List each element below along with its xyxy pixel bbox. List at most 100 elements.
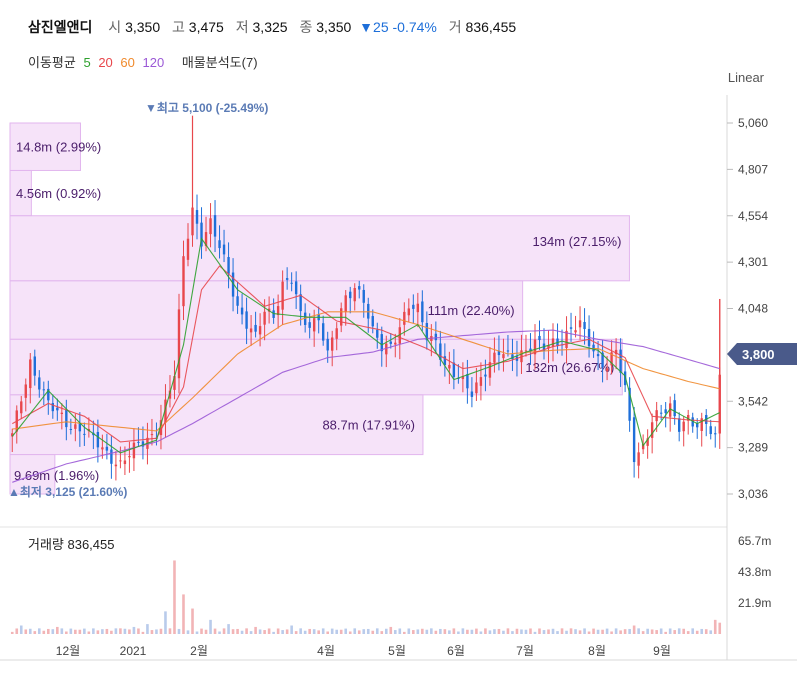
candle-body (691, 417, 694, 427)
candle-body (200, 222, 203, 247)
volume-bar (470, 629, 474, 634)
volume-bar (641, 631, 645, 634)
volume-bar (601, 629, 604, 634)
scale-mode-toggle[interactable]: Linear (727, 70, 764, 85)
volume-bar (182, 594, 185, 634)
candle-body (24, 384, 27, 398)
volume-bar (15, 628, 19, 634)
volume-bar (177, 628, 181, 634)
candle-body (173, 376, 176, 390)
volume-profile-label: 134m (27.15%) (533, 234, 622, 249)
volume-bar (632, 625, 636, 634)
candle-body (114, 464, 118, 467)
candle-body (105, 446, 109, 451)
volume-bar (227, 624, 230, 634)
candle-body (569, 327, 573, 329)
volume-bar (466, 629, 469, 634)
candle-body (448, 364, 451, 369)
volume-profile-label: 111m (22.40%) (428, 303, 515, 318)
candle-body (385, 343, 388, 355)
volume-bar (146, 624, 149, 634)
volume-bar (249, 631, 253, 634)
candle-body (218, 240, 221, 249)
candle-body (299, 294, 302, 312)
volume-bar (623, 629, 627, 634)
candle-body (407, 308, 411, 316)
volume-bar (704, 629, 708, 634)
volume-bar (42, 630, 46, 634)
x-tick-label: 6월 (447, 644, 465, 658)
volume-bar (587, 631, 591, 634)
volume-bar (344, 628, 348, 634)
candle-body (641, 443, 645, 450)
volume-bar (713, 619, 717, 634)
candle-body (285, 278, 289, 280)
candle-body (421, 301, 424, 323)
volume-bar (412, 630, 415, 634)
volume-bar (164, 611, 167, 634)
grid (0, 95, 797, 661)
moving-averages (11, 237, 720, 483)
volume-profile-toggle[interactable]: 매물분석도(7) (181, 55, 258, 70)
candle-body (677, 418, 681, 432)
candle-body (403, 311, 406, 325)
candle-body (69, 428, 73, 430)
volume-bar (569, 628, 573, 634)
candle-body (709, 426, 712, 435)
header: 삼진엘앤디 시 3,350 고 3,475 저 3,325 종 3,350 ▼2… (28, 17, 520, 37)
volume-bar (258, 629, 262, 634)
candle-body (538, 335, 541, 341)
candle-body (610, 352, 613, 366)
candle-body (344, 295, 347, 312)
candle-body (479, 377, 483, 386)
candle-body (272, 310, 275, 318)
volume-bar (416, 629, 420, 634)
volume-profile-label: 9.69m (1.96%) (14, 468, 99, 483)
ma5-line (11, 237, 720, 454)
volume-bar (348, 631, 352, 634)
volume-bar (276, 628, 280, 634)
candle-body (231, 272, 235, 297)
volume-bar (511, 631, 514, 634)
candle-body (461, 376, 465, 380)
volume-bar (240, 630, 244, 634)
x-tick-label: 12월 (56, 644, 80, 658)
high-label: 고 (172, 19, 185, 35)
volume-label: 거 (448, 19, 462, 35)
volume-bar (515, 628, 519, 634)
volume-bar (384, 628, 388, 634)
volume-bar (421, 628, 424, 634)
candle-body (195, 210, 199, 224)
volume-profile-bar (9, 122, 81, 171)
candle-body (101, 447, 104, 450)
ma60-legend[interactable]: 60 (120, 55, 135, 70)
candle-body (520, 350, 523, 363)
candle-body (389, 341, 392, 344)
ma5-legend[interactable]: 5 (83, 55, 91, 70)
moving-average-legend[interactable]: 이동평균 5 20 60 120 매물분석도(7) (28, 52, 262, 71)
volume-bar (218, 631, 221, 634)
volume-bar (475, 628, 478, 634)
volume-bar (506, 628, 510, 634)
volume-bar (137, 628, 140, 634)
candle-body (258, 326, 262, 335)
candle-body (51, 403, 55, 412)
volume-bar (403, 631, 406, 634)
close-value: 3,350 (316, 19, 352, 35)
candle-body (308, 322, 311, 328)
volume-bar (529, 628, 532, 634)
volume-bar (457, 631, 460, 634)
volume-profile: 14.8m (2.99%) 4.56m (0.92%) 134m (27.15%) 1… (9, 122, 630, 495)
volume-bar (10, 631, 14, 634)
candle-body (150, 434, 154, 436)
candle-body (33, 356, 36, 376)
volume-bar (51, 629, 55, 634)
ma120-legend[interactable]: 120 (142, 55, 165, 70)
candle-body (470, 391, 474, 397)
volume-bar (330, 628, 334, 634)
volume-bar (366, 628, 370, 634)
candle-body (132, 442, 136, 459)
volume-bar (74, 629, 77, 634)
ma20-legend[interactable]: 20 (98, 55, 113, 70)
